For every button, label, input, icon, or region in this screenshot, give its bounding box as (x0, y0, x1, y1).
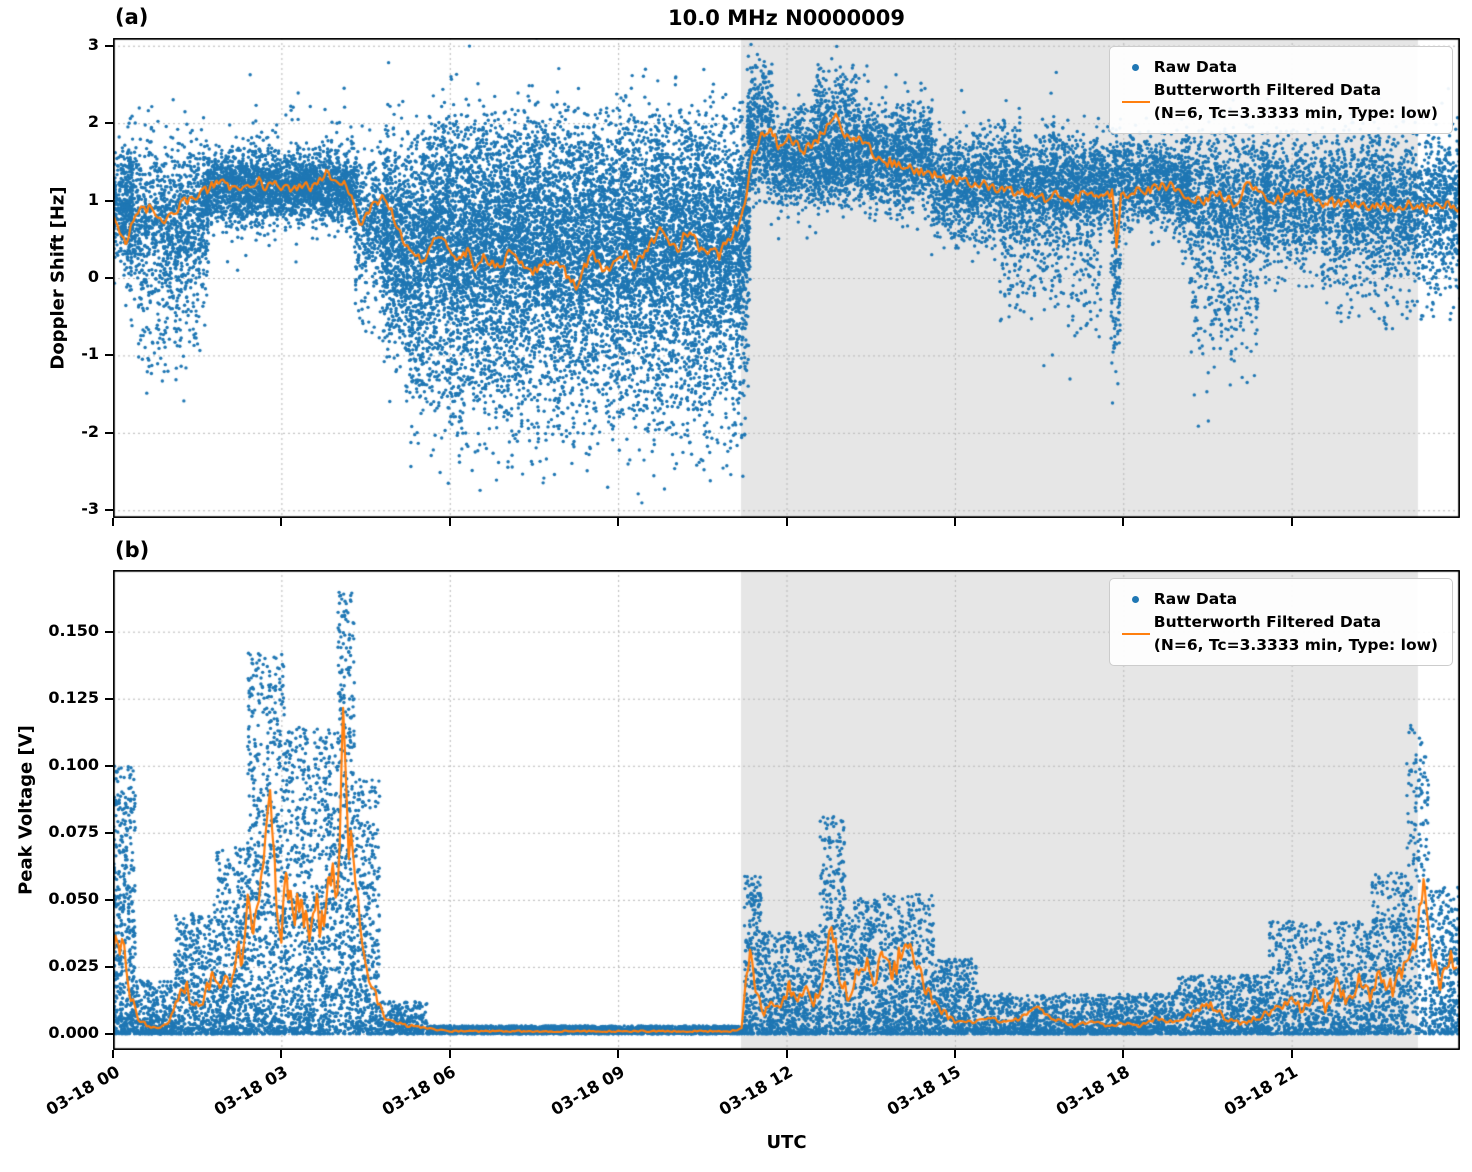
x-tick-label-text: 03-18 12 (715, 1062, 796, 1120)
x-tick-mark (1122, 518, 1125, 526)
y-tick-mark (105, 122, 113, 125)
x-tick-mark (112, 518, 114, 526)
y-tick-mark (105, 277, 113, 279)
y-tick-mark (105, 44, 113, 47)
x-tick-mark (280, 1050, 283, 1058)
legend-raw-label: Raw Data (1153, 590, 1238, 608)
y-tick-mark (105, 898, 113, 901)
legend-row-filtered: Butterworth Filtered Data (N=6, Tc=3.333… (1118, 611, 1438, 656)
y-tick-mark (105, 697, 113, 700)
legend-row-raw: Raw Data (1118, 588, 1438, 610)
filtered-line-icon (1121, 100, 1150, 103)
filtered-line-icon (1121, 632, 1150, 635)
x-tick-mark (785, 1050, 788, 1058)
y-tick-label: 0.150 (48, 620, 99, 640)
x-tick-label-text: 03-18 00 (42, 1062, 123, 1120)
legend-panel-a: Raw Data Butterworth Filtered Data (N=6,… (1108, 46, 1453, 135)
y-tick-mark (105, 509, 113, 512)
x-tick-mark (617, 1050, 620, 1058)
x-tick-label-text: 03-18 15 (884, 1062, 965, 1120)
x-tick-mark (448, 518, 451, 526)
y-axis-label-doppler: Doppler Shift [Hz] (47, 186, 69, 370)
y-tick-mark (105, 764, 113, 767)
y-tick-label: 0.125 (48, 687, 99, 707)
x-tick-label-text: 03-18 09 (547, 1062, 628, 1120)
legend-filtered-sublabel: (N=6, Tc=3.3333 min, Type: low) (1153, 635, 1438, 654)
x-tick-label-text: 03-18 03 (210, 1062, 291, 1120)
x-tick-mark (785, 518, 788, 526)
legend-filtered-sublabel: (N=6, Tc=3.3333 min, Type: low) (1153, 103, 1438, 122)
raw-data-marker-icon (1132, 63, 1140, 71)
x-axis-label: UTC (766, 1132, 807, 1153)
x-tick-mark (953, 518, 956, 526)
y-tick-mark (105, 831, 113, 834)
legend-row-filtered: Butterworth Filtered Data (N=6, Tc=3.333… (1118, 79, 1438, 124)
x-tick-mark (1122, 1050, 1125, 1058)
y-tick-label: 3 (87, 34, 99, 54)
y-tick-mark (105, 965, 113, 968)
y-tick-label: 0.000 (48, 1022, 99, 1042)
x-tick-label-text: 03-18 18 (1052, 1062, 1133, 1120)
y-tick-label: -2 (81, 421, 99, 441)
x-tick-label-text: 03-18 21 (1221, 1062, 1302, 1120)
x-tick-mark (112, 1050, 114, 1058)
x-tick-label-text: 03-18 06 (379, 1062, 460, 1120)
y-tick-mark (105, 431, 113, 434)
raw-data-marker-icon (1132, 595, 1140, 603)
y-tick-mark (105, 354, 113, 357)
legend-row-raw: Raw Data (1118, 56, 1438, 78)
panel-b-label: (b) (115, 538, 150, 562)
legend-raw-label: Raw Data (1153, 58, 1238, 76)
x-tick-mark (953, 1050, 956, 1058)
x-tick-mark (448, 1050, 451, 1058)
x-tick-mark (1290, 518, 1293, 526)
x-tick-mark (1290, 1050, 1293, 1058)
x-tick-mark (617, 518, 620, 526)
legend-filtered-label: Butterworth Filtered Data (1153, 81, 1382, 100)
panel-a-label: (a) (115, 5, 149, 29)
y-tick-label: 0.025 (48, 955, 99, 975)
y-axis-label-voltage: Peak Voltage [V] (15, 725, 37, 895)
y-tick-label: -3 (81, 499, 99, 519)
y-tick-mark (105, 630, 113, 633)
legend-panel-b: Raw Data Butterworth Filtered Data (N=6,… (1108, 578, 1453, 667)
y-tick-mark (105, 199, 113, 202)
chart-title: 10.0 MHz N0000009 (668, 6, 905, 30)
legend-filtered-label: Butterworth Filtered Data (1153, 613, 1382, 632)
x-tick-mark (280, 518, 283, 526)
y-tick-label: 2 (87, 112, 99, 132)
y-tick-mark (105, 1032, 113, 1035)
